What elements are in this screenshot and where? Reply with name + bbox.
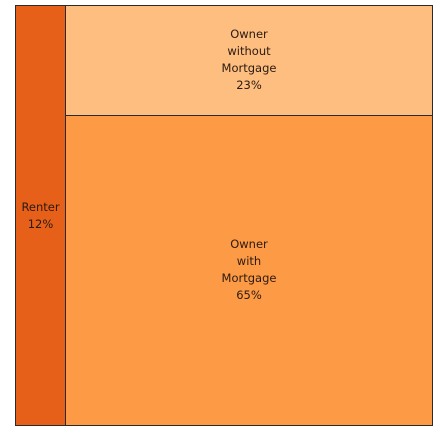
category-label: Owner without Mortgage: [221, 27, 277, 76]
treemap-cell: Owner without Mortgage 23%: [65, 5, 433, 116]
cell-label: Renter 12%: [21, 199, 59, 233]
value-label: 12%: [27, 216, 54, 231]
value-label: 65%: [236, 288, 262, 303]
value-label: 23%: [236, 78, 262, 93]
category-label: Owner with Mortgage: [221, 237, 277, 286]
cell-label: Owner without Mortgage 23%: [222, 26, 277, 94]
treemap-cell: Owner with Mortgage 65%: [65, 114, 433, 426]
treemap-cell: Renter 12%: [15, 5, 67, 426]
cell-label: Owner with Mortgage 65%: [222, 236, 277, 304]
category-label: Renter: [21, 199, 60, 214]
treemap: Renter 12% Owner without Mortgage 23% Owner …: [15, 5, 433, 426]
